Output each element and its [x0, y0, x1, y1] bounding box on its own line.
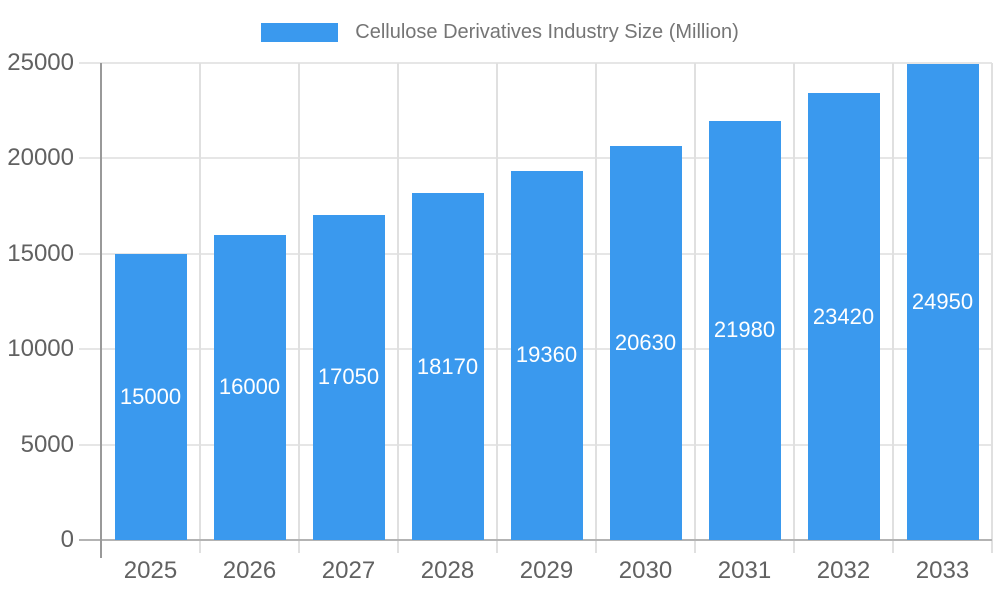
v-gridline: [892, 63, 894, 553]
bar[interactable]: [114, 253, 187, 540]
bar-value-label: 23420: [812, 303, 875, 329]
h-gridline: [79, 157, 992, 160]
bar-value-label: 15000: [119, 383, 182, 409]
x-tick-label: 2031: [717, 557, 772, 584]
y-tick-label: 10000: [7, 335, 74, 363]
v-gridline: [595, 63, 597, 553]
x-tick-label: 2027: [321, 557, 376, 584]
x-tick-label: 2029: [519, 557, 574, 584]
x-tick-label: 2028: [420, 557, 475, 584]
y-tick-label: 25000: [7, 49, 74, 76]
x-tick-label: 2033: [915, 557, 970, 584]
bar-value-label: 17050: [317, 364, 380, 390]
v-gridline: [991, 63, 993, 553]
bar[interactable]: [213, 234, 286, 540]
h-gridline: [79, 62, 992, 64]
legend-swatch: [261, 22, 339, 42]
y-axis-line: [100, 63, 102, 558]
bar[interactable]: [510, 170, 583, 540]
bar-value-label: 18170: [416, 353, 479, 379]
y-tick-label: 15000: [7, 239, 74, 267]
x-tick-label: 2032: [816, 557, 871, 584]
x-axis-line: [79, 539, 992, 541]
legend[interactable]: Cellulose Derivatives Industry Size (Mil…: [0, 13, 1000, 51]
bar[interactable]: [609, 146, 682, 540]
v-gridline: [496, 63, 498, 553]
bar-value-label: 21980: [713, 317, 776, 343]
bar-value-label: 16000: [218, 374, 281, 400]
v-gridline: [793, 63, 795, 553]
bar[interactable]: [906, 63, 979, 540]
y-tick-label: 20000: [7, 144, 74, 172]
x-tick-label: 2030: [618, 557, 673, 584]
bar[interactable]: [708, 120, 781, 540]
v-gridline: [199, 63, 201, 553]
bar-value-label: 20630: [614, 330, 677, 356]
v-gridline: [298, 63, 300, 553]
x-tick-label: 2025: [123, 557, 178, 584]
bar[interactable]: [411, 193, 484, 540]
y-tick-label: 0: [60, 526, 74, 553]
v-gridline: [694, 63, 696, 553]
bar-value-label: 19360: [515, 342, 578, 368]
bar[interactable]: [807, 93, 880, 540]
y-tick-label: 5000: [20, 430, 74, 458]
v-gridline: [397, 63, 399, 553]
x-tick-label: 2026: [222, 557, 277, 584]
bar[interactable]: [312, 214, 385, 540]
bar-value-label: 24950: [911, 288, 974, 314]
legend-label: Cellulose Derivatives Industry Size (Mil…: [355, 20, 739, 43]
